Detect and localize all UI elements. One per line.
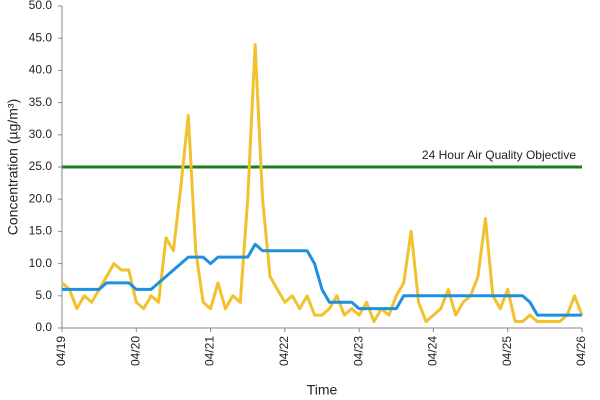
x-tick-label: 04/22 — [277, 336, 291, 366]
x-tick-label: 04/21 — [203, 336, 217, 366]
y-tick-label: 25.0 — [29, 159, 53, 173]
x-axis-label: Time — [307, 382, 338, 398]
y-tick-label: 45.0 — [29, 30, 53, 44]
y-tick-label: 40.0 — [29, 63, 53, 77]
y-tick-label: 10.0 — [29, 256, 53, 270]
series-line — [62, 242, 582, 317]
y-tick-label: 0.0 — [35, 320, 52, 334]
x-tick-label: 04/26 — [574, 336, 588, 366]
series-line — [61, 43, 584, 324]
x-tick-label: 04/24 — [426, 336, 440, 366]
x-tick-label: 04/25 — [500, 336, 514, 366]
y-tick-label: 5.0 — [35, 288, 52, 302]
y-tick-label: 50.0 — [29, 0, 53, 12]
y-tick-label: 30.0 — [29, 127, 53, 141]
y-tick-label: 35.0 — [29, 95, 53, 109]
objective-label: 24 Hour Air Quality Objective — [422, 148, 576, 162]
y-tick-label: 20.0 — [29, 191, 53, 205]
x-tick-label: 04/19 — [54, 336, 68, 366]
y-axis-label: Concentration (µg/m³) — [5, 99, 21, 235]
x-tick-label: 04/23 — [351, 336, 365, 366]
y-tick-label: 15.0 — [29, 224, 53, 238]
x-tick-label: 04/20 — [128, 336, 142, 366]
